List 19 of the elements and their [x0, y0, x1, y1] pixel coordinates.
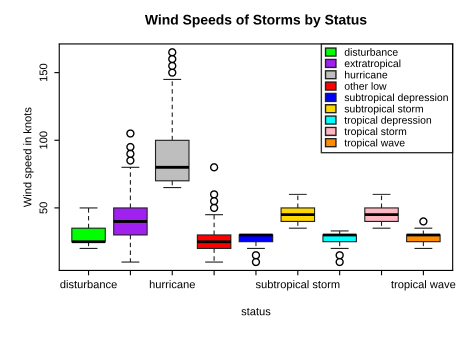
chart-title: Wind Speeds of Storms by Status	[144, 14, 366, 28]
x-tick-label: tropical wave	[391, 280, 456, 290]
legend-label: subtropical storm	[344, 104, 423, 115]
legend-label: tropical storm	[344, 127, 406, 138]
y-tick-label: 150	[39, 64, 48, 82]
y-tick-label: 100	[39, 131, 48, 149]
y-axis-title: Wind speed in knots	[23, 108, 34, 208]
legend-label: extratropical	[344, 59, 400, 70]
x-tick-label: disturbance	[60, 280, 117, 288]
x-axis-title: status	[241, 308, 270, 316]
legend-label: subtropical depression	[344, 93, 448, 104]
y-tick-label: 50	[39, 202, 48, 214]
x-tick-label: hurricane	[150, 280, 195, 288]
legend-label: other low	[344, 82, 387, 90]
x-tick-label: subtropical storm	[256, 280, 340, 290]
legend-label: hurricane	[345, 70, 388, 78]
legend-label: disturbance	[344, 48, 398, 56]
legend-label: tropical depression	[344, 116, 432, 126]
legend-label: tropical wave	[344, 138, 405, 148]
